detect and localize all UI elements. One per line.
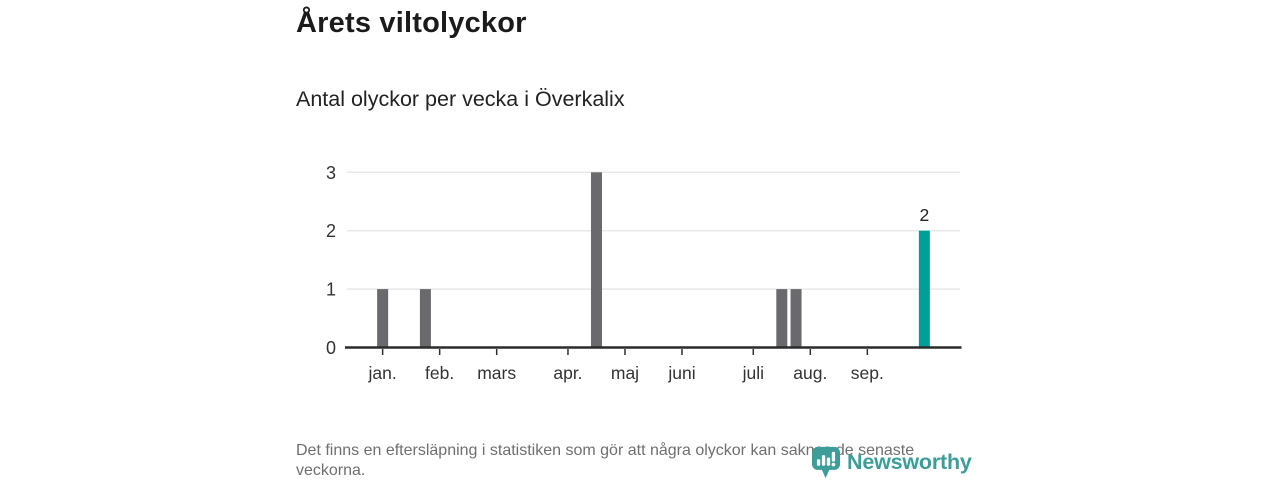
bar-week-30: [776, 289, 788, 348]
bar-week-5: [419, 289, 431, 348]
bar-value-label: 2: [919, 205, 929, 225]
x-tick-label-apr: apr.: [553, 363, 582, 383]
bar-week-2: [377, 289, 389, 348]
chart-footnote: Det finns en eftersläpning i statistiken…: [296, 442, 915, 479]
x-tick-label-feb: feb.: [425, 363, 454, 383]
x-tick-label-maj: maj: [611, 363, 639, 383]
newsworthy-pin-barchart-icon: [811, 446, 841, 479]
chart-subtitle: Antal olyckor per vecka i Överkalix: [296, 87, 625, 111]
newsworthy-logo: Newsworthy: [811, 446, 972, 479]
bar-highlighted-week-40: [918, 230, 930, 348]
bar-week-31: [790, 289, 802, 348]
y-tick-label-1: 1: [326, 280, 336, 300]
x-tick-label-sep: sep.: [851, 363, 884, 383]
x-tick-label-juli: juli: [742, 363, 764, 383]
x-tick-label-mars: mars: [477, 363, 516, 383]
x-tick-label-juni: juni: [667, 363, 695, 383]
y-tick-label-3: 3: [326, 163, 336, 183]
x-tick-label-aug: aug.: [793, 363, 827, 383]
chart-title: Årets viltolyckor: [296, 7, 527, 39]
y-tick-label-0: 0: [326, 338, 336, 358]
bar-week-17: [590, 172, 602, 348]
y-tick-label-2: 2: [326, 221, 336, 241]
newsworthy-logo-text: Newsworthy: [847, 450, 972, 474]
x-tick-label-jan: jan.: [368, 363, 397, 383]
